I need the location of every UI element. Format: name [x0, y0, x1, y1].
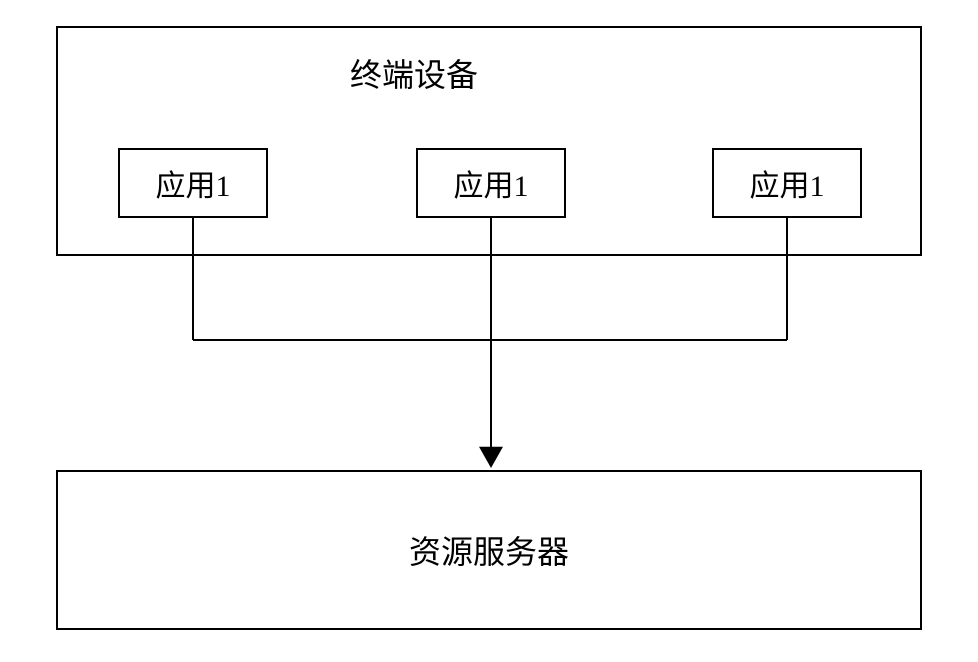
- app-1-label: 应用1: [156, 161, 231, 205]
- app-3-label: 应用1: [750, 161, 825, 205]
- terminal-device-title: 终端设备: [350, 50, 478, 96]
- app-box-3: 应用1: [712, 148, 862, 218]
- resource-server-box: 资源服务器: [56, 470, 922, 630]
- app-2-label: 应用1: [454, 161, 529, 205]
- app-box-1: 应用1: [118, 148, 268, 218]
- app-box-2: 应用1: [416, 148, 566, 218]
- resource-server-label: 资源服务器: [409, 527, 569, 573]
- terminal-device-container: [56, 26, 922, 256]
